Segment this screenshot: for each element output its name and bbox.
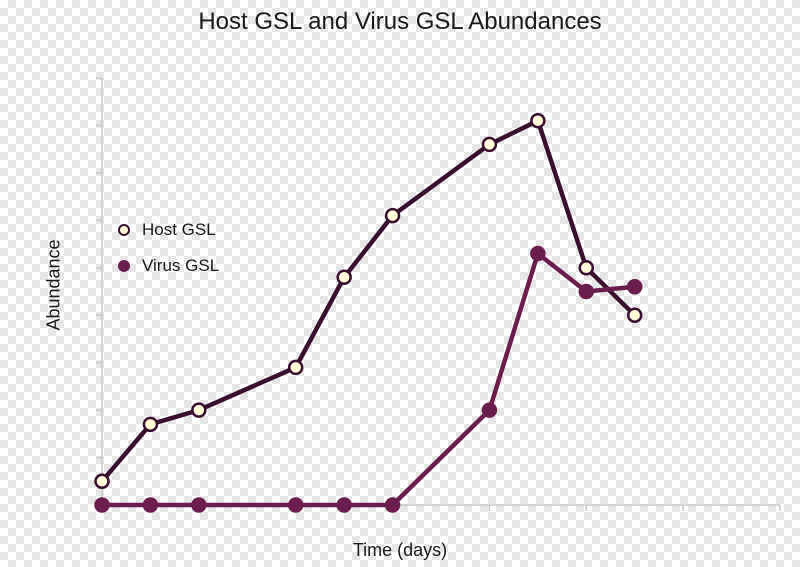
data-point-virus-gsl <box>336 497 352 513</box>
legend-label-virus: Virus GSL <box>142 256 220 275</box>
data-point-virus-gsl <box>94 497 110 513</box>
data-point-host-gsl <box>384 207 401 224</box>
data-point-host-gsl <box>191 402 207 418</box>
data-point-host-gsl <box>142 416 159 433</box>
data-point-virus-gsl <box>626 279 643 295</box>
data-point-virus-gsl <box>530 245 546 262</box>
series-line-virus-gsl <box>102 251 635 508</box>
series-line-host-gsl <box>100 118 637 483</box>
series-layer <box>94 112 643 513</box>
data-point-virus-gsl <box>384 497 401 513</box>
data-point-host-gsl <box>530 112 546 129</box>
legend-item-virus: Virus GSL <box>118 248 219 284</box>
legend-marker-virus <box>118 260 130 272</box>
data-point-host-gsl <box>481 136 498 153</box>
data-point-host-gsl <box>287 359 304 376</box>
data-point-virus-gsl <box>191 497 207 513</box>
data-point-host-gsl <box>578 260 595 276</box>
data-point-host-gsl <box>94 473 110 490</box>
legend-marker-host <box>118 224 130 236</box>
legend-label-host: Host GSL <box>142 220 216 239</box>
x-axis-label: Time (days) <box>352 540 448 560</box>
legend: Host GSL Virus GSL <box>118 212 219 284</box>
data-point-virus-gsl <box>287 497 304 513</box>
chart-title: Host GSL and Virus GSL Abundances <box>198 8 602 35</box>
data-point-virus-gsl <box>578 283 595 300</box>
y-axis-label: Abundance <box>43 239 64 331</box>
axes <box>96 77 781 511</box>
data-point-virus-gsl <box>142 497 159 513</box>
legend-item-host: Host GSL <box>118 212 219 248</box>
data-point-host-gsl <box>626 307 643 323</box>
data-point-host-gsl <box>336 269 352 286</box>
data-point-virus-gsl <box>481 402 498 418</box>
